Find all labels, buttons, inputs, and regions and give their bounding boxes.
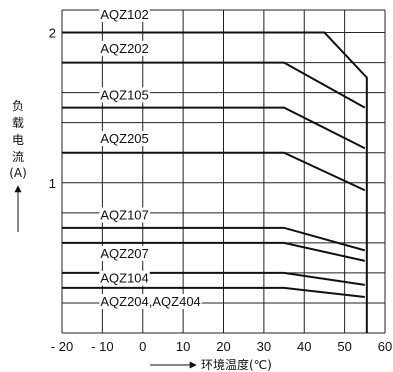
series-label-bg-5	[99, 245, 150, 261]
y-axis-label-part-2: 电	[12, 133, 24, 147]
series-label-2: AQZ105	[100, 87, 148, 102]
series-label-bg-4	[99, 207, 150, 223]
series-label-bg-1	[99, 40, 150, 56]
x-tick-label-7: 50	[337, 339, 351, 354]
series-line-aqz105	[62, 106, 366, 150]
series-label-6: AQZ104	[100, 271, 148, 286]
tick-labels: - 20 - 10 0 10 20 30 40 50 60 1 2	[49, 26, 392, 354]
series-line-aqz207	[62, 241, 366, 262]
y-tick-label-1: 2	[49, 26, 56, 41]
series-label-0: AQZ102	[100, 7, 148, 22]
series-label-bg-0	[99, 7, 150, 23]
y-axis-label-part-1: 载	[12, 116, 24, 130]
x-tick-label-8: 60	[378, 339, 392, 354]
x-tick-label-5: 30	[257, 339, 271, 354]
x-tick-label-3: 10	[176, 339, 190, 354]
series-lines	[62, 31, 368, 333]
series-line-aqz202	[62, 61, 366, 109]
series-label-3: AQZ205	[100, 131, 148, 146]
series-label-bg-6	[99, 270, 150, 286]
series-line-aqz107	[62, 226, 366, 252]
x-tick-label-2: 0	[139, 339, 146, 354]
series-label-1: AQZ202	[100, 41, 148, 56]
series-line-aqz102	[62, 31, 368, 333]
y-tick-label-0: 1	[49, 176, 56, 191]
x-axis-label: 环境温度(℃)	[201, 357, 272, 372]
series-labels: AQZ102 AQZ202 AQZ105 AQZ205 AQZ107 AQZ207 AQZ1…	[99, 7, 202, 309]
series-line-aqz204-aqz404	[62, 286, 365, 298]
series-label-4: AQZ107	[100, 208, 148, 223]
x-tick-label-4: 20	[216, 339, 230, 354]
series-label-bg-7	[99, 293, 202, 309]
series-label-7: AQZ204,AQZ404	[100, 294, 200, 309]
series-label-bg-3	[99, 130, 150, 146]
y-axis-label-part-3: 流	[12, 150, 24, 164]
x-tick-label-0: - 20	[51, 339, 73, 354]
y-axis-label-part-4: (A)	[9, 166, 27, 180]
series-label-5: AQZ207	[100, 246, 148, 261]
x-tick-label-1: - 10	[91, 339, 113, 354]
series-label-bg-2	[99, 87, 150, 103]
series-line-aqz205	[62, 151, 366, 192]
y-axis-label-part-0: 负	[12, 99, 24, 113]
x-tick-label-6: 40	[297, 339, 311, 354]
